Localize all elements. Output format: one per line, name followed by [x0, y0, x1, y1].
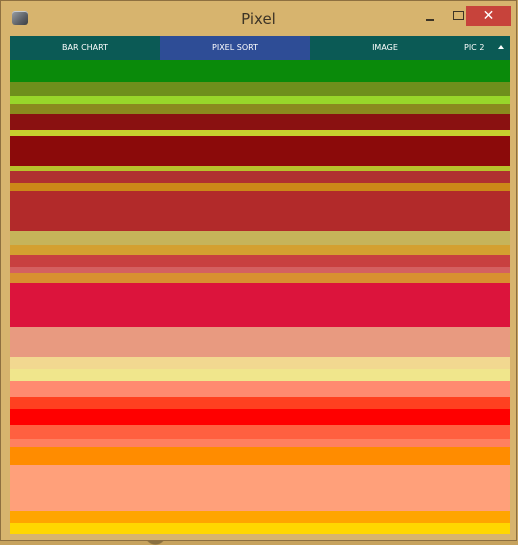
pixel-band	[10, 439, 510, 447]
pixel-band	[10, 381, 510, 397]
pixel-band	[10, 245, 510, 255]
pixel-band	[10, 191, 510, 231]
pixel-band	[10, 523, 510, 534]
close-button[interactable]: ✕	[466, 6, 511, 26]
pixel-band	[10, 357, 510, 369]
app-icon	[12, 11, 28, 25]
pixel-sort-canvas	[10, 60, 510, 534]
pixel-band	[10, 327, 510, 357]
pixel-band	[10, 60, 510, 82]
window-title: Pixel	[241, 10, 276, 28]
tab-pixel-sort[interactable]: PIXEL SORT	[160, 36, 310, 60]
pixel-band	[10, 425, 510, 439]
tab-bar-chart[interactable]: BAR CHART	[10, 36, 160, 60]
pixel-band	[10, 511, 510, 523]
pixel-band	[10, 273, 510, 283]
pixel-band	[10, 255, 510, 267]
tab-image[interactable]: IMAGE	[310, 36, 460, 60]
minimize-icon	[426, 19, 434, 21]
pixel-band	[10, 183, 510, 191]
maximize-button[interactable]	[444, 6, 470, 26]
pixel-band	[10, 369, 510, 381]
chevron-up-icon	[498, 45, 504, 49]
tab-pic-2-label: PIC 2	[464, 43, 485, 52]
pixel-band	[10, 409, 510, 425]
pixel-band	[10, 166, 510, 171]
pixel-band	[10, 397, 510, 409]
pixel-band	[10, 114, 510, 130]
close-icon: ✕	[482, 8, 495, 24]
pixel-band	[10, 447, 510, 465]
pixel-band	[10, 465, 510, 511]
pixel-band	[10, 104, 510, 114]
pixel-band	[10, 136, 510, 166]
pixel-band	[10, 82, 510, 96]
pixel-band	[10, 283, 510, 327]
title-bar[interactable]: Pixel ✕	[1, 1, 516, 35]
minimize-button[interactable]	[417, 6, 443, 26]
pixel-band	[10, 267, 510, 273]
maximize-icon	[453, 11, 464, 20]
pixel-band	[10, 171, 510, 183]
client-area: BAR CHART PIXEL SORT IMAGE PIC 2	[10, 36, 510, 534]
pixel-band	[10, 130, 510, 136]
tab-pic-2[interactable]: PIC 2	[460, 36, 510, 60]
pixel-band	[10, 96, 510, 104]
pixel-band	[10, 231, 510, 245]
tab-strip: BAR CHART PIXEL SORT IMAGE PIC 2	[10, 36, 510, 60]
